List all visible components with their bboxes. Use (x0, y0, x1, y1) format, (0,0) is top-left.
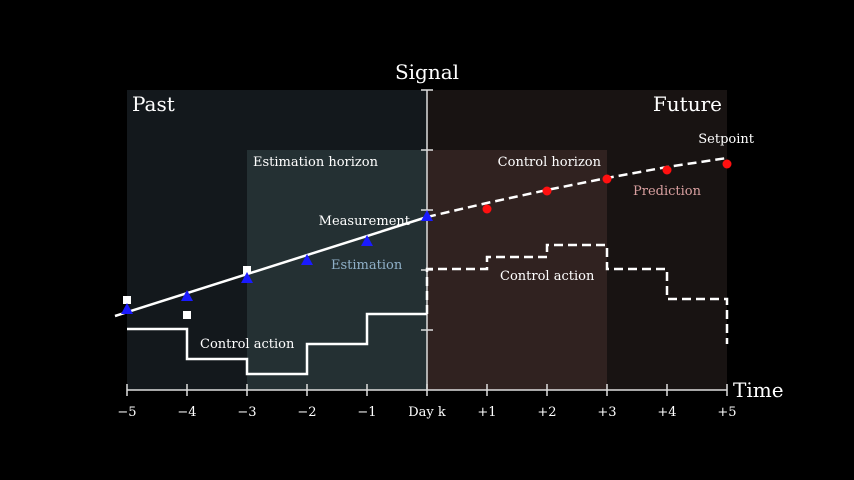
measurement-square (123, 296, 131, 304)
prediction-dot (482, 204, 492, 214)
tick-label: +1 (477, 405, 496, 420)
estimation-triangle (421, 210, 433, 221)
estimation-triangle (301, 254, 313, 265)
tick-label: +5 (717, 405, 736, 420)
prediction-label: Prediction (633, 184, 702, 199)
prediction-dot (602, 174, 612, 184)
tick-label: Day k (408, 405, 446, 420)
prediction-markers (482, 159, 732, 214)
tick-label: −3 (237, 405, 256, 420)
tick-label: −2 (297, 405, 316, 420)
past-label: Past (132, 92, 175, 116)
prediction-dot (662, 165, 672, 175)
tick-label: −1 (357, 405, 376, 420)
tick-label: +3 (597, 405, 616, 420)
prediction-dot (722, 159, 732, 169)
tick-label: −4 (177, 405, 196, 420)
measurement-markers (123, 266, 251, 319)
estimation-label: Estimation (331, 258, 403, 273)
measurement-square (243, 266, 251, 274)
tick-label: +4 (657, 405, 676, 420)
future-control-action-line (425, 243, 729, 344)
prediction-dot (542, 186, 552, 196)
control-horizon-label: Control horizon (498, 155, 602, 170)
predicted-trajectory-line (426, 156, 728, 219)
tick-label: +2 (537, 405, 556, 420)
future-label: Future (653, 92, 722, 116)
estimated-trajectory-line (114, 215, 428, 318)
y-axis-label: Signal (395, 60, 459, 84)
estimation-markers (121, 210, 433, 314)
tick-label: −5 (117, 405, 136, 420)
estimation-triangle (361, 235, 373, 246)
future-control-action-label: Control action (500, 269, 595, 284)
x-tick-labels: −5 −4 −3 −2 −1 Day k +1 +2 +3 +4 +5 (117, 405, 736, 420)
estimation-triangle (121, 303, 133, 314)
past-control-action-line (127, 312, 427, 376)
estimation-triangle (181, 290, 193, 301)
x-axis-label: Time (733, 378, 784, 402)
estimation-horizon-region (247, 150, 427, 390)
measurement-square (183, 311, 191, 319)
past-control-action-label: Control action (200, 337, 295, 352)
setpoint-label: Setpoint (698, 132, 755, 147)
x-axis-ticks (126, 384, 728, 396)
estimation-triangle (241, 272, 253, 283)
estimation-horizon-label: Estimation horizon (253, 155, 379, 170)
measurement-label: Measurement (319, 214, 411, 229)
